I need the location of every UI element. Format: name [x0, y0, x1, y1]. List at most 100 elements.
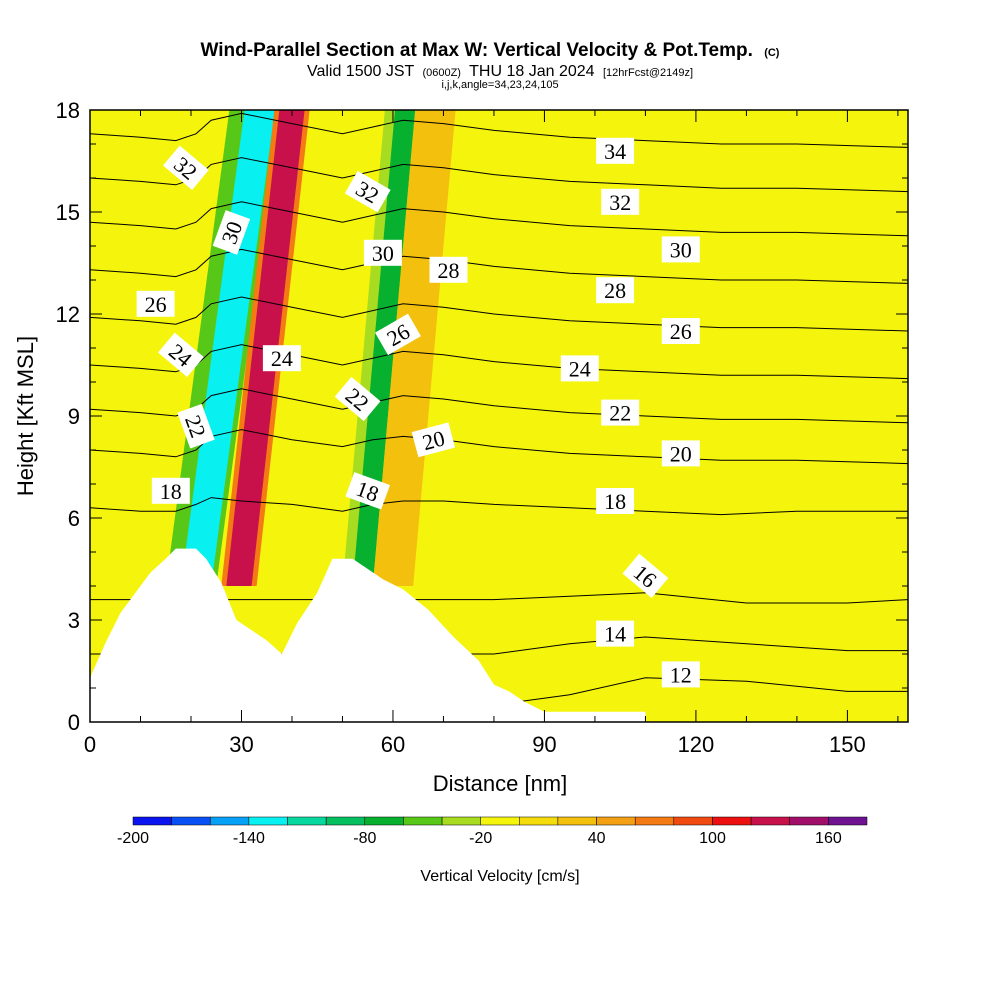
plot-area: 3432302826242220181614123230262422182432…	[89, 109, 909, 723]
y-axis: 0 3 6 9 12 15 18	[56, 98, 908, 735]
contour-label-30: 30	[363, 239, 402, 266]
contour-label-30: 30	[661, 236, 700, 263]
contour-label-bg	[661, 440, 700, 467]
contour-label-bg	[344, 170, 391, 213]
colorbar-swatch	[480, 816, 520, 826]
contour-label-text: 32	[609, 190, 631, 215]
y-tick-label: 15	[56, 200, 80, 225]
contour-label-text: 12	[670, 662, 692, 687]
contour-label-bg	[157, 332, 204, 377]
colorbar-tick-label: -140	[233, 830, 265, 847]
contour-label-bg	[622, 553, 669, 598]
valid-time-zulu: (0600Z)	[422, 67, 461, 79]
forecast-info: [12hrFcst@2149z]	[603, 67, 693, 79]
colorbar-tick-label: -80	[353, 830, 376, 847]
contour-label-text: 34	[604, 139, 626, 164]
contour-label-text: 28	[438, 258, 460, 283]
contour-label-bg	[375, 313, 421, 356]
contour-label-26: 26	[136, 290, 175, 317]
w-band-6	[372, 110, 456, 586]
contour-label-bg	[151, 477, 190, 504]
contour-label-bg	[136, 290, 175, 317]
contour-label-text: 20	[670, 441, 692, 466]
colorbar-tick-label: 160	[815, 830, 842, 847]
contour-label-bg	[262, 345, 301, 372]
contour-label-bg	[212, 210, 251, 255]
x-tick-label: 90	[532, 732, 556, 757]
contour-label-text: 26	[670, 319, 692, 344]
x-axis: 0 30 60 90 120 150	[84, 110, 899, 757]
contour-label-text: 30	[372, 241, 394, 266]
colorbar-swatch	[789, 816, 829, 826]
contour-label-14: 14	[596, 620, 635, 647]
contour-label-bg	[345, 472, 391, 510]
contour-label-26: 26	[661, 318, 700, 344]
contour-label-24: 24	[560, 355, 599, 382]
contour-label-bg	[334, 376, 381, 422]
contour-label-bg	[661, 236, 700, 263]
contour-label-bg	[429, 256, 468, 283]
valid-date: THU 18 Jan 2024	[469, 63, 595, 80]
svg-text:Wind-Parallel Section at Max W: Wind-Parallel Section at Max W: Vertical…	[201, 40, 780, 61]
contour-label-bg	[411, 422, 456, 458]
contour-label-bg	[560, 355, 599, 382]
contour-label-text: 24	[271, 346, 293, 371]
contour-label-text: 22	[609, 401, 631, 426]
contour-label-18: 18	[596, 488, 635, 514]
colorbar-tick-label: -20	[469, 830, 492, 847]
y-tick-label: 0	[68, 710, 80, 735]
colorbar-tick-label: 100	[699, 830, 726, 847]
contour-label-12: 12	[661, 661, 700, 688]
svg-text:Valid 1500 JST (0600Z): Valid 1500 JST (0600Z) THU 18 Jan 2024 […	[307, 63, 693, 80]
contour-label-20: 20	[411, 422, 456, 458]
colorbar-swatch	[519, 816, 559, 826]
contour-label-22: 22	[601, 399, 640, 426]
colorbar-title: Vertical Velocity [cm/s]	[420, 868, 579, 885]
colorbar-swatch	[596, 816, 636, 826]
contour-label-bg	[596, 620, 635, 647]
contour-label-28: 28	[429, 256, 468, 283]
y-tick-label: 3	[68, 608, 80, 633]
colorbar-swatch	[248, 816, 288, 826]
theta-contour-16	[90, 592, 908, 604]
x-tick-label: 0	[84, 732, 96, 757]
w-band-5	[352, 110, 416, 586]
colorbar-swatch	[828, 816, 868, 826]
contour-label-text: 18	[604, 489, 626, 514]
contour-label-text: 18	[160, 479, 182, 504]
contour-label-20: 20	[661, 440, 700, 467]
contour-label-text: 30	[670, 237, 692, 262]
contour-label-text: 28	[604, 278, 626, 303]
y-tick-label: 12	[56, 302, 80, 327]
contour-label-text: 26	[145, 292, 167, 317]
x-axis-title: Distance [nm]	[433, 771, 568, 796]
contour-label-bg	[162, 145, 209, 190]
grid-indices: i,j,k,angle=34,23,24,105	[441, 79, 558, 91]
colorbar-swatch	[287, 816, 327, 826]
x-tick-label: 120	[678, 732, 715, 757]
contour-label-bg	[596, 488, 635, 514]
contour-label-bg	[661, 318, 700, 344]
x-tick-label: 30	[229, 732, 253, 757]
y-tick-label: 6	[68, 506, 80, 531]
contour-label-text: 24	[569, 356, 591, 381]
colorbar-swatch	[210, 816, 250, 826]
colorbar-swatch	[634, 816, 675, 826]
contour-label-bg	[601, 399, 640, 426]
x-tick-label: 60	[381, 732, 405, 757]
colorbar-swatch	[132, 816, 172, 826]
chart-title: Wind-Parallel Section at Max W: Vertical…	[201, 40, 753, 61]
y-axis-title: Height [Kft MSL]	[13, 336, 38, 496]
contour-label-34: 34	[596, 137, 635, 164]
x-tick-label: 150	[829, 732, 866, 757]
colorbar-swatch	[403, 816, 443, 826]
terrain-mask	[90, 548, 646, 722]
y-tick-label: 18	[56, 98, 80, 123]
colorbar-tick-label: 40	[588, 830, 606, 847]
contour-label-24: 24	[262, 345, 301, 372]
theta-contour-30	[90, 201, 908, 237]
contour-label-bg	[363, 239, 402, 266]
colorbar-swatch	[673, 816, 713, 826]
contour-label-bg	[601, 188, 640, 215]
